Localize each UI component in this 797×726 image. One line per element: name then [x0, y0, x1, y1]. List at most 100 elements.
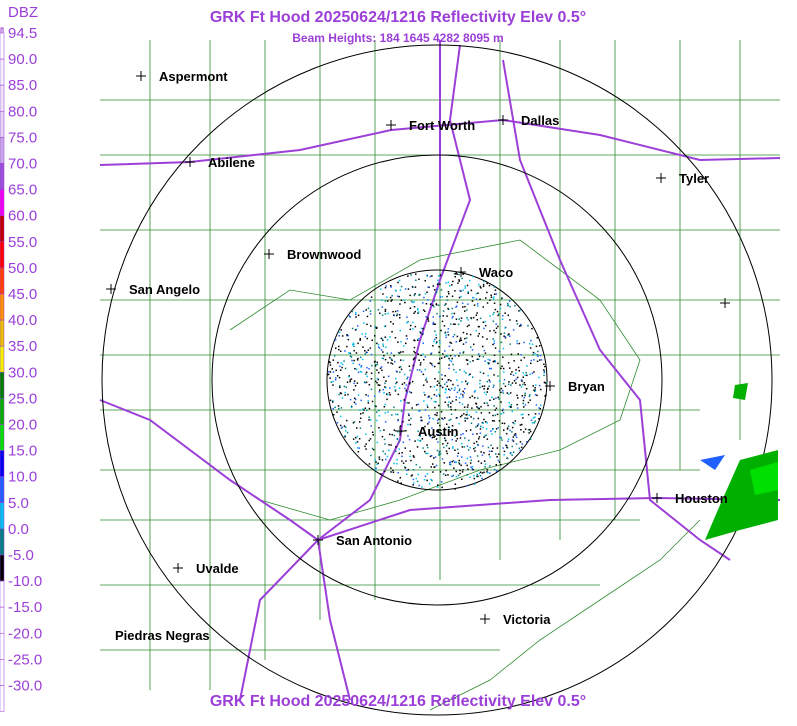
echo-pixel — [389, 336, 391, 338]
echo-pixel — [505, 432, 508, 435]
echo-pixel — [353, 345, 355, 348]
echo-pixel — [374, 335, 376, 337]
legend-label: 50.0 — [8, 260, 37, 277]
echo-pixel — [519, 424, 522, 426]
echo-pixel — [390, 467, 392, 469]
echo-pixel — [352, 342, 355, 345]
echo-pixel — [500, 333, 502, 335]
echo-pixel — [509, 367, 511, 369]
echo-pixel — [448, 293, 450, 295]
echo-pixel — [463, 406, 466, 408]
echo-pixel — [509, 343, 511, 345]
echo-pixel — [444, 474, 447, 476]
echo-pixel — [374, 365, 377, 367]
echo-pixel — [466, 484, 468, 487]
echo-pixel — [446, 299, 449, 301]
echo-pixel — [486, 469, 488, 471]
echo-pixel — [506, 392, 509, 394]
echo-pixel — [424, 280, 426, 282]
echo-pixel — [495, 293, 498, 295]
echo-pixel — [344, 391, 346, 394]
echo-pixel — [427, 286, 429, 288]
echo-pixel — [516, 407, 519, 409]
echo-pixel — [436, 419, 439, 422]
echo-pixel — [370, 419, 372, 421]
echo-pixel — [447, 474, 449, 476]
echo-pixel — [389, 387, 391, 389]
echo-pixel — [448, 396, 451, 398]
echo-pixel — [355, 316, 357, 318]
echo-pixel — [455, 470, 457, 473]
echo-pixel — [464, 417, 466, 419]
echo-pixel — [405, 384, 408, 386]
echo-pixel — [437, 362, 439, 365]
echo-pixel — [535, 345, 538, 348]
echo-pixel — [527, 428, 530, 431]
echo-pixel — [495, 464, 497, 466]
echo-pixel — [472, 360, 474, 362]
echo-pixel — [399, 303, 401, 305]
echo-pixel — [529, 429, 531, 431]
echo-pixel — [377, 384, 379, 386]
echo-pixel — [530, 362, 532, 365]
echo-pixel — [437, 441, 439, 443]
echo-pixel — [508, 405, 511, 408]
echo-pixel — [431, 427, 433, 429]
echo-pixel — [365, 443, 367, 445]
echo-pixel — [417, 430, 419, 432]
echo-pixel — [466, 325, 469, 328]
echo-pixel — [484, 324, 487, 327]
echo-pixel — [415, 463, 418, 466]
echo-pixel — [396, 314, 398, 317]
echo-pixel — [398, 352, 401, 354]
echo-pixel — [425, 303, 428, 305]
echo-pixel — [499, 464, 502, 466]
echo-pixel — [452, 323, 455, 325]
echo-pixel — [450, 379, 452, 382]
echo-pixel — [366, 409, 368, 412]
echo-pixel — [449, 285, 451, 287]
echo-pixel — [469, 447, 471, 449]
echo-pixel — [430, 478, 432, 481]
echo-pixel — [488, 453, 490, 456]
echo-pixel — [398, 452, 400, 455]
echo-pixel — [465, 359, 468, 361]
echo-pixel — [434, 378, 436, 380]
echo-pixel — [328, 361, 331, 363]
echo-pixel — [520, 359, 522, 361]
echo-pixel — [493, 420, 495, 422]
echo-pixel — [453, 368, 455, 371]
echo-pixel — [352, 422, 355, 424]
echo-pixel — [352, 362, 355, 365]
echo-pixel — [366, 337, 368, 340]
echo-pixel — [350, 378, 353, 380]
echo-pixel — [442, 310, 445, 312]
echo-pixel — [363, 409, 365, 411]
echo-pixel — [519, 309, 521, 311]
echo-pixel — [415, 477, 418, 480]
echo-pixel — [448, 419, 450, 421]
legend-swatch — [0, 32, 5, 60]
echo-pixel — [469, 476, 471, 478]
echo-pixel — [348, 352, 351, 355]
echo-pixel — [544, 382, 546, 384]
echo-pixel — [401, 455, 403, 458]
echo-pixel — [450, 360, 453, 363]
echo-pixel — [533, 389, 535, 392]
echo-pixel — [447, 331, 449, 333]
echo-pixel — [492, 447, 494, 449]
city-label: Houston — [675, 491, 728, 506]
city-marker — [185, 157, 195, 167]
echo-pixel — [448, 427, 451, 429]
echo-pixel — [480, 462, 483, 464]
echo-pixel — [436, 341, 438, 343]
echo-pixel — [431, 436, 434, 439]
echo-pixel — [480, 451, 482, 453]
echo-pixel — [461, 471, 464, 473]
echo-pixel — [502, 390, 504, 392]
echo-pixel — [490, 294, 492, 296]
echo-pixel — [476, 312, 478, 314]
echo-pixel — [386, 398, 388, 401]
city-label: Fort Worth — [409, 118, 475, 133]
